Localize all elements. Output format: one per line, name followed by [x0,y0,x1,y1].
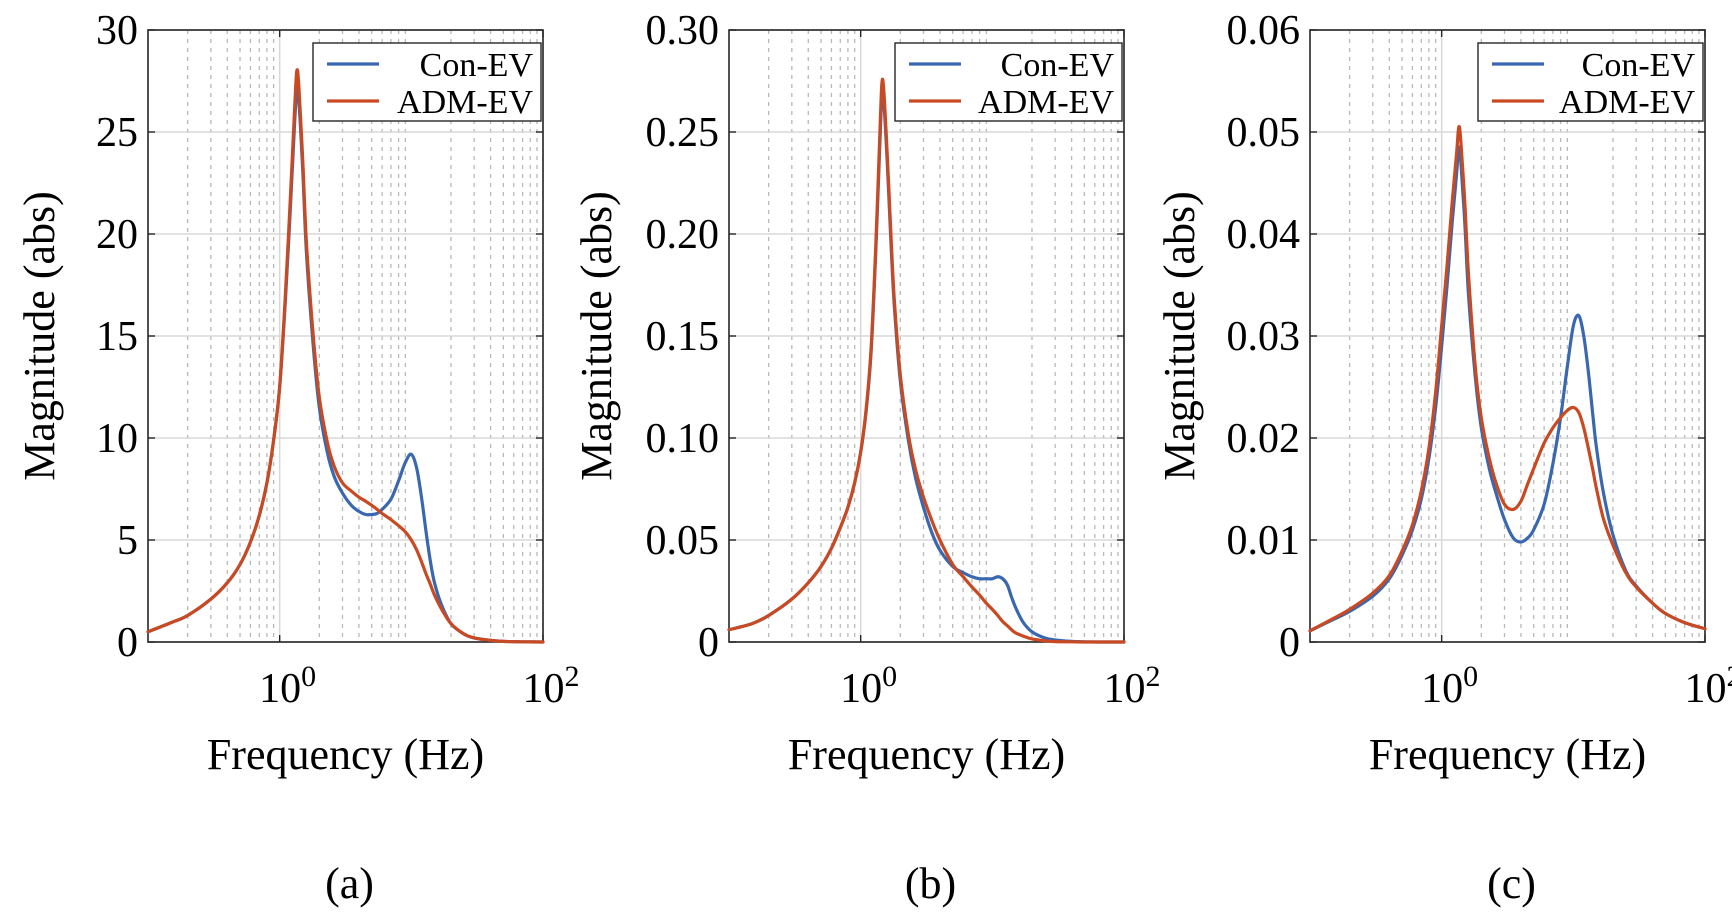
y-tick-label: 0.30 [646,8,720,54]
legend-box [894,42,1123,122]
y-tick-label: 0.02 [1227,416,1301,462]
y-tick-label: 0 [1279,620,1300,666]
y-tick-label: 25 [96,110,138,156]
series-line-con-ev [1308,145,1707,633]
y-tick-label: 0.20 [646,212,720,258]
series-line-con-ev [727,89,1126,644]
legend-label: ADM-EV [397,84,533,121]
grid [1310,29,1706,643]
series-line-con-ev [146,87,545,644]
panel-label: (c) [1487,859,1536,908]
x-tick-label: 102 [1104,660,1161,712]
series-line-adm-ev [1308,124,1707,633]
x-tick-label: 102 [523,660,580,712]
legend-label: ADM-EV [1559,84,1695,121]
y-tick-label: 0 [117,620,138,666]
y-tick-label: 0.06 [1227,8,1301,54]
x-axis-label: Frequency (Hz) [788,730,1065,779]
chart-panel-1: 0 5 10 15 20 25 30 100 102 Frequency (Hz) Magnitud… [15,8,580,908]
y-tick-label: 0.03 [1227,314,1301,360]
x-axis-label: Frequency (Hz) [1369,730,1646,779]
y-tick-label: 0.25 [646,110,720,156]
legend-label: ADM-EV [978,84,1114,121]
y-tick-label: 20 [96,212,138,258]
x-tick-label: 102 [1685,660,1732,712]
legend-box [312,42,542,122]
y-tick-label: 0.05 [646,518,720,564]
y-tick-label: 15 [96,314,138,360]
panel-label: (a) [325,859,374,908]
legend-label: Con-EV [1582,47,1696,84]
legend-label: Con-EV [420,47,534,84]
y-axis-label: Magnitude (abs) [572,191,621,481]
chart-panel-2: 0 0.05 0.10 0.15 0.20 0.25 0.30 100 102 Frequency… [572,8,1161,908]
y-axis-label: Magnitude (abs) [1155,191,1204,481]
y-tick-label: 10 [96,416,138,462]
x-tick-label: 100 [259,660,316,712]
y-tick-label: 0.04 [1227,212,1301,258]
series-line-adm-ev [146,68,545,644]
series-group [146,68,545,644]
y-axis-label: Magnitude (abs) [15,191,64,481]
series-group [1308,124,1707,633]
series-line-adm-ev [727,77,1126,644]
grid [729,29,1125,643]
grid [148,29,544,643]
legend-label: Con-EV [1001,47,1115,84]
y-tick-label: 0 [698,620,719,666]
y-tick-label: 0.10 [646,416,720,462]
legend-box [1477,42,1704,122]
x-tick-label: 100 [840,660,897,712]
x-tick-label: 100 [1421,660,1478,712]
y-tick-label: 5 [117,518,138,564]
panel-label: (b) [905,859,956,908]
x-axis-label: Frequency (Hz) [207,730,484,779]
y-tick-label: 0.01 [1227,518,1301,564]
chart-panel-3: 0 0.01 0.02 0.03 0.04 0.05 0.06 100 102 Frequency… [1155,8,1732,908]
y-tick-label: 30 [96,8,138,54]
y-tick-label: 0.15 [646,314,720,360]
series-group [727,77,1126,644]
y-tick-label: 0.05 [1227,110,1301,156]
